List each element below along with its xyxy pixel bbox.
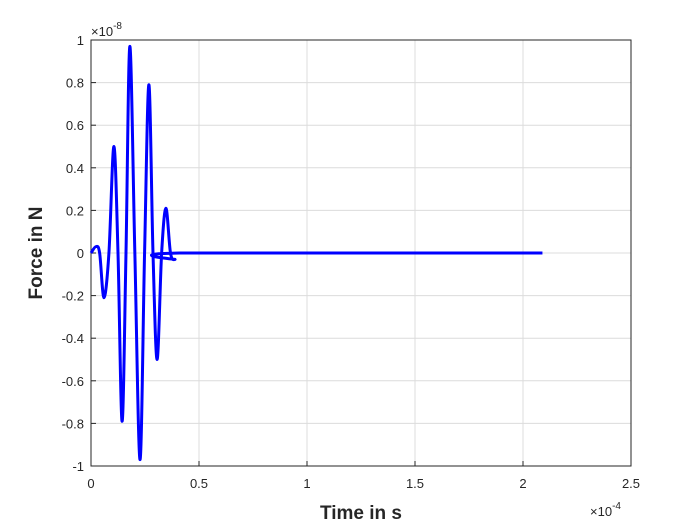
y-tick-label: 0.4	[66, 161, 84, 176]
y-axis-title: Force in N	[26, 207, 47, 300]
y-multiplier: ×10-8	[91, 21, 122, 39]
y-tick-label: 0.6	[66, 118, 84, 133]
x-multiplier: ×10-4	[590, 501, 621, 519]
y-tick-label: -0.4	[62, 331, 84, 346]
multiplier-base: ×10	[590, 504, 612, 519]
y-tick-label: -0.6	[62, 374, 84, 389]
data-line	[89, 44, 543, 462]
x-tick-label: 1	[303, 476, 310, 491]
y-tick-label: -1	[72, 459, 84, 474]
x-tick-label: 1.5	[406, 476, 424, 491]
x-axis-title: Time in s	[320, 503, 402, 524]
x-tick-label: 0.5	[190, 476, 208, 491]
x-tick-label: 0	[87, 476, 94, 491]
y-tick-label: 0	[77, 246, 84, 261]
y-tick-label: 0.8	[66, 76, 84, 91]
multiplier-exponent: -8	[113, 21, 122, 32]
y-tick-label: -0.8	[62, 416, 84, 431]
multiplier-base: ×10	[91, 24, 113, 39]
x-tick-label: 2.5	[622, 476, 640, 491]
y-tick-label: 1	[77, 33, 84, 48]
y-tick-label: 0.2	[66, 203, 84, 218]
y-tick-label: -0.2	[62, 289, 84, 304]
multiplier-exponent: -4	[612, 501, 621, 512]
x-tick-label: 2	[519, 476, 526, 491]
